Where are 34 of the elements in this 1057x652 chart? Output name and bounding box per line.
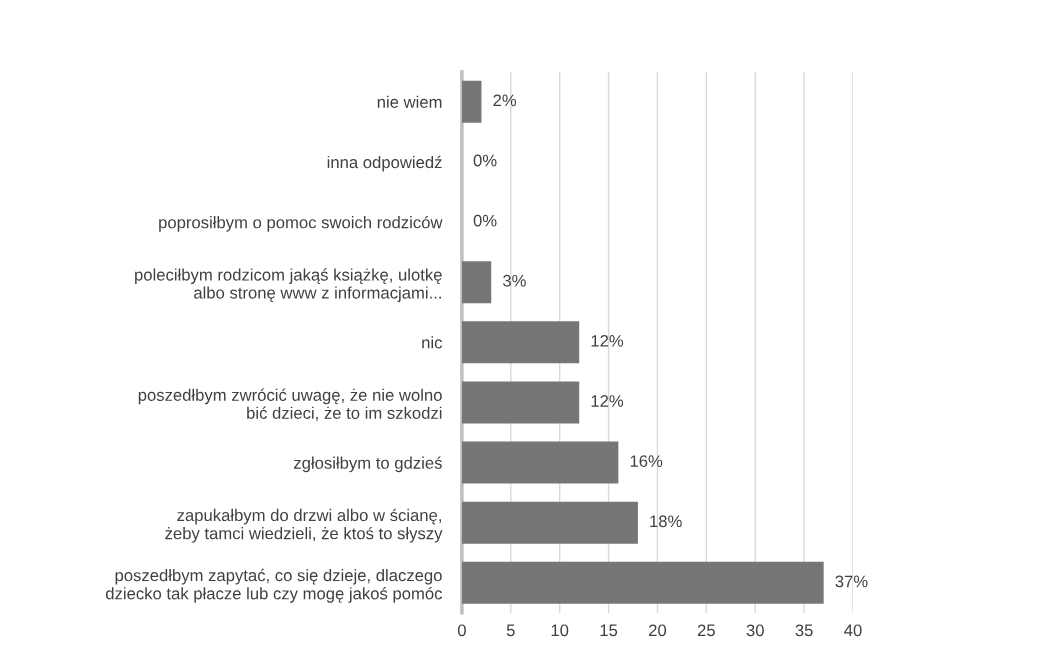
- data-label: 0%: [473, 154, 497, 167]
- data-label: 12%: [591, 334, 624, 347]
- y-tick-label: poprosiłbym o pomoc swoich rodziców: [159, 215, 443, 232]
- y-tick-label: zapukałbym do drzwi albo w ścianę, żeby tamci wiedzieli, że ktoś to słyszy: [165, 508, 443, 543]
- bar: [461, 80, 482, 123]
- y-tick-label: zgłosiłbym to gdzieś: [294, 456, 442, 473]
- y-tick-label: poleciłbym rodzicom jakąś książkę, ulotkę albo stronę www z informacjami...: [135, 268, 442, 302]
- y-tick-label: poszedłbym zapytać, co się dzieje, dlaczego dziecko tak płacze lub czy mogę jakoś pomóc: [105, 568, 443, 603]
- x-tick-label: 15: [600, 624, 618, 637]
- y-tick-label: nic: [422, 336, 443, 349]
- bar: [461, 261, 492, 304]
- data-label: 18%: [650, 515, 682, 528]
- y-tick-label: nie wiem: [377, 95, 442, 108]
- bar: [461, 321, 580, 364]
- bar: [461, 501, 638, 544]
- bar: [461, 561, 824, 604]
- bar: [461, 441, 619, 484]
- data-label: 3%: [502, 274, 526, 287]
- data-label: 12%: [591, 395, 624, 407]
- data-label: 37%: [835, 575, 868, 588]
- x-tick-label: 35: [795, 624, 813, 637]
- x-tick-label: 5: [506, 624, 515, 637]
- data-label: 0%: [473, 214, 497, 227]
- x-tick-label: 30: [746, 624, 764, 637]
- data-label: 16%: [630, 455, 663, 468]
- x-tick-label: 10: [551, 624, 569, 637]
- x-tick-label: 20: [649, 624, 667, 637]
- y-tick-label: poszedłbym zwrócić uwagę, że nie wolno bić dzieci, że to im szkodzi: [138, 388, 442, 421]
- data-label: 2%: [493, 94, 517, 107]
- y-tick-label: inna odpowiedź: [327, 155, 442, 172]
- x-tick-label: 40: [844, 624, 862, 637]
- x-tick-label: 0: [457, 624, 466, 637]
- bar: [461, 381, 580, 424]
- x-tick-label: 25: [697, 624, 715, 637]
